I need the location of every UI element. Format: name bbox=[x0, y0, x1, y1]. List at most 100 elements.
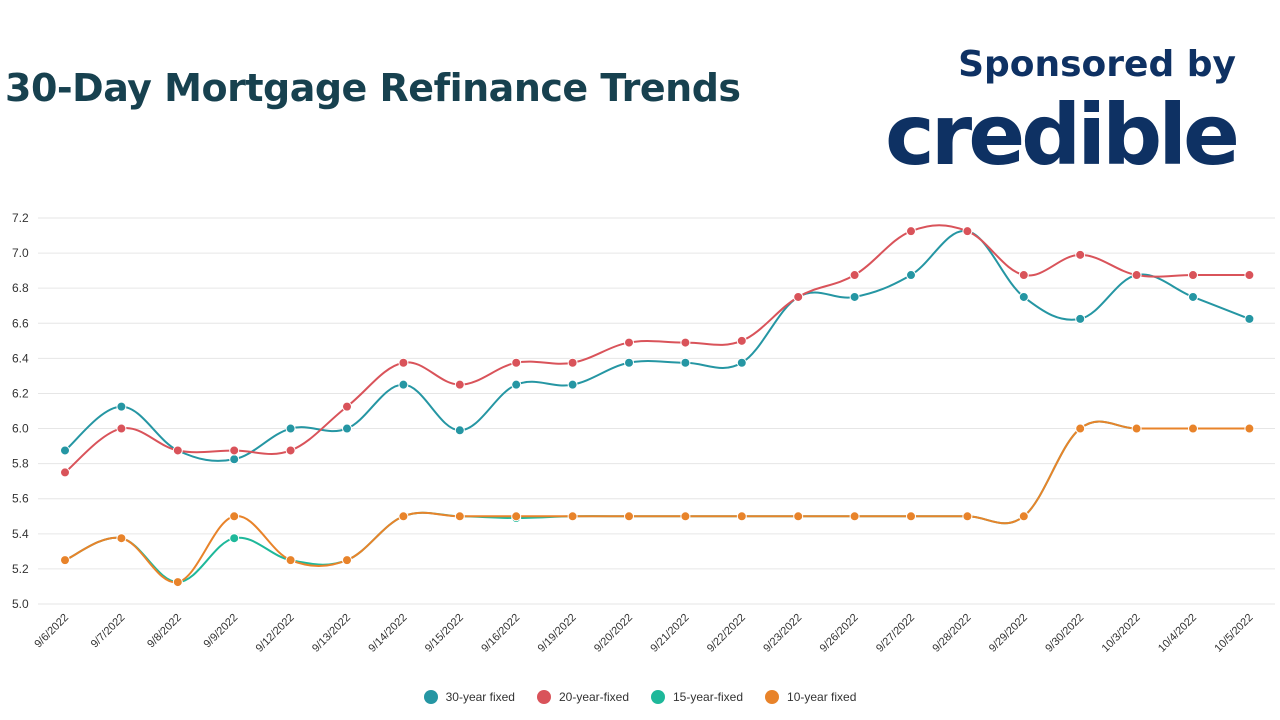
data-point bbox=[906, 270, 916, 281]
data-point bbox=[680, 337, 691, 348]
chart-legend: 30-year fixed 20-year-fixed 15-year-fixed 1… bbox=[0, 690, 1280, 704]
data-point bbox=[60, 445, 70, 456]
data-point bbox=[116, 423, 127, 434]
data-point bbox=[454, 511, 465, 522]
x-tick-label: 10/3/2022 bbox=[1100, 612, 1143, 655]
y-tick-label: 7.2 bbox=[12, 211, 29, 225]
data-point bbox=[736, 511, 747, 522]
sponsor-block: Sponsored by credible bbox=[876, 44, 1240, 184]
legend-swatch bbox=[423, 690, 438, 704]
y-tick-label: 6.2 bbox=[12, 386, 29, 400]
data-point bbox=[342, 423, 352, 434]
data-point bbox=[454, 425, 465, 436]
legend-item[interactable]: 30-year fixed bbox=[423, 690, 515, 704]
x-tick-label: 9/7/2022 bbox=[89, 612, 128, 651]
data-point bbox=[1244, 423, 1255, 434]
x-tick-label: 9/14/2022 bbox=[366, 612, 409, 655]
data-point bbox=[736, 335, 747, 346]
data-point bbox=[567, 511, 578, 522]
data-point bbox=[172, 445, 183, 456]
data-point bbox=[793, 291, 804, 302]
data-point bbox=[342, 401, 352, 412]
data-point bbox=[342, 555, 352, 566]
data-point bbox=[511, 379, 522, 390]
data-point bbox=[624, 511, 634, 522]
series-line bbox=[64, 230, 1250, 462]
data-point bbox=[454, 379, 465, 390]
data-point bbox=[398, 511, 409, 522]
x-tick-label: 9/9/2022 bbox=[202, 612, 241, 651]
data-point bbox=[1018, 511, 1029, 522]
x-tick-label: 9/16/2022 bbox=[479, 612, 522, 655]
x-tick-label: 9/15/2022 bbox=[423, 612, 466, 655]
data-point bbox=[736, 357, 747, 368]
x-tick-label: 9/8/2022 bbox=[145, 612, 184, 651]
x-tick-label: 9/23/2022 bbox=[761, 612, 804, 655]
data-point bbox=[1018, 291, 1029, 302]
x-tick-label: 9/26/2022 bbox=[818, 612, 861, 655]
x-tick-label: 9/29/2022 bbox=[987, 612, 1030, 655]
data-point bbox=[1188, 270, 1198, 281]
x-tick-label: 9/30/2022 bbox=[1043, 612, 1086, 655]
y-tick-label: 7.0 bbox=[12, 246, 29, 260]
data-point bbox=[60, 467, 70, 478]
y-tick-label: 5.6 bbox=[12, 492, 29, 506]
data-point bbox=[962, 226, 973, 237]
data-point bbox=[1131, 270, 1142, 281]
x-tick-label: 9/20/2022 bbox=[592, 612, 635, 655]
x-tick-label: 10/5/2022 bbox=[1212, 612, 1255, 655]
y-tick-label: 6.0 bbox=[12, 422, 29, 436]
legend-item[interactable]: 15-year-fixed bbox=[651, 690, 743, 704]
data-point bbox=[849, 511, 860, 522]
legend-item[interactable]: 10-year fixed bbox=[765, 690, 856, 704]
page-title: 30-Day Mortgage Refinance Trends bbox=[5, 66, 741, 110]
y-tick-label: 6.6 bbox=[12, 316, 29, 330]
data-point bbox=[624, 357, 634, 368]
x-tick-label: 10/4/2022 bbox=[1156, 612, 1199, 655]
legend-swatch bbox=[765, 690, 780, 704]
x-tick-label: 9/22/2022 bbox=[705, 612, 748, 655]
data-point bbox=[398, 379, 409, 390]
data-point bbox=[1075, 423, 1086, 434]
x-tick-label: 9/12/2022 bbox=[254, 612, 297, 655]
credible-logo[interactable]: credible bbox=[884, 86, 1240, 184]
data-point bbox=[1075, 249, 1086, 260]
data-point bbox=[962, 511, 973, 522]
legend-item[interactable]: 20-year-fixed bbox=[536, 690, 629, 704]
data-point bbox=[116, 533, 127, 544]
legend-label: 10-year fixed bbox=[787, 690, 857, 704]
x-tick-label: 9/27/2022 bbox=[874, 612, 917, 655]
data-point bbox=[285, 445, 296, 456]
series-line bbox=[64, 420, 1250, 584]
data-point bbox=[229, 511, 240, 522]
x-tick-label: 9/6/2022 bbox=[32, 612, 71, 651]
data-point bbox=[1018, 270, 1029, 281]
x-tick-label: 9/21/2022 bbox=[648, 612, 691, 655]
data-point bbox=[229, 454, 240, 465]
data-point bbox=[567, 357, 578, 368]
legend-label: 15-year-fixed bbox=[673, 690, 744, 704]
legend-label: 20-year-fixed bbox=[558, 690, 629, 704]
y-tick-label: 5.4 bbox=[12, 527, 29, 541]
data-point bbox=[116, 401, 127, 412]
x-tick-label: 9/28/2022 bbox=[930, 612, 973, 655]
data-point bbox=[285, 555, 296, 566]
data-point bbox=[172, 577, 183, 588]
y-tick-label: 5.0 bbox=[12, 597, 29, 611]
data-point bbox=[511, 357, 522, 368]
series-line bbox=[64, 224, 1250, 474]
y-tick-label: 6.8 bbox=[12, 281, 29, 295]
data-point bbox=[229, 445, 240, 456]
data-point bbox=[680, 511, 691, 522]
data-point bbox=[567, 379, 578, 390]
data-point bbox=[60, 555, 70, 566]
x-tick-label: 9/13/2022 bbox=[310, 612, 353, 655]
data-point bbox=[793, 511, 804, 522]
data-point bbox=[906, 226, 916, 237]
data-point bbox=[1131, 423, 1142, 434]
data-point bbox=[1188, 291, 1198, 302]
data-point bbox=[849, 291, 860, 302]
data-point bbox=[285, 423, 296, 434]
data-point bbox=[1244, 313, 1255, 324]
data-point bbox=[229, 533, 240, 544]
